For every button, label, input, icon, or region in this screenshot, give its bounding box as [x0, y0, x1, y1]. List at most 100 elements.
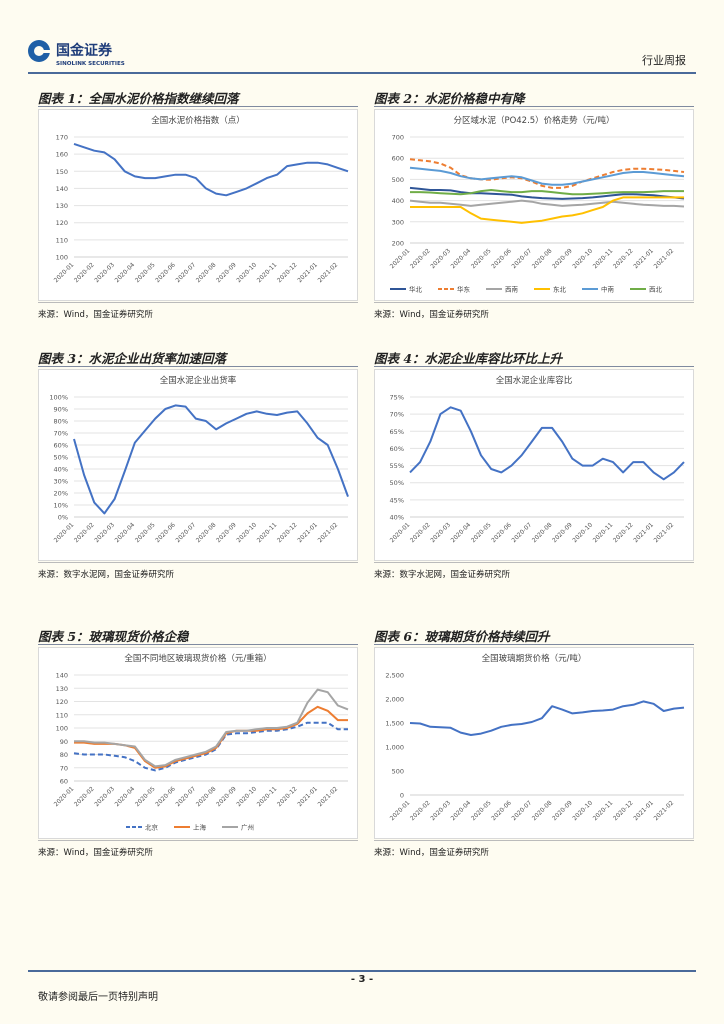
y-tick-label: 20% [54, 490, 68, 498]
caption-rule [374, 366, 694, 367]
y-tick-label: 60% [390, 445, 404, 453]
y-tick-label: 90 [60, 738, 68, 746]
logo-name: 国金证券 [56, 42, 113, 59]
y-tick-label: 70% [54, 430, 68, 438]
chart: 全国水泥价格指数（点）1001101201301401501601702020-… [38, 109, 358, 301]
caption-rule [38, 644, 358, 645]
figure-source: 来源：Wind，国金证券研究所 [38, 310, 153, 320]
caption-rule [374, 106, 694, 107]
y-tick-label: 30% [54, 478, 68, 486]
figure-caption: 图表 1：全国水泥价格指数继续回落 [38, 91, 239, 106]
caption-rule [38, 106, 358, 107]
legend-label: 上海 [193, 823, 207, 832]
line [409, 158, 685, 189]
footer-rule [28, 970, 696, 972]
y-tick-label: 300 [392, 218, 404, 226]
figure-caption: 图表 6：玻璃期货价格持续回升 [374, 629, 550, 644]
chart-frame [38, 369, 358, 561]
y-tick-label: 55% [390, 462, 404, 470]
y-tick-label: 75% [390, 394, 404, 402]
y-tick-label: 600 [392, 155, 404, 163]
header-rule [28, 72, 696, 74]
chart-frame [374, 647, 694, 839]
y-tick-label: 60% [54, 442, 68, 450]
y-tick-label: 160 [56, 151, 68, 159]
y-tick-label: 80% [54, 418, 68, 426]
figure-caption: 图表 4：水泥企业库容比环比上升 [374, 351, 563, 366]
chart-title: 全国不同地区玻璃现货价格（元/重箱） [124, 653, 271, 664]
y-tick-label: 130 [56, 202, 68, 210]
source-rule [374, 302, 694, 303]
line [73, 142, 349, 197]
line [409, 186, 685, 200]
y-tick-label: 150 [56, 168, 68, 176]
legend-label: 北京 [145, 823, 159, 832]
logo: 国金证券 SINOLINK SECURITIES [28, 40, 125, 67]
chart-title: 全国水泥企业库容比 [496, 375, 573, 386]
chart-title: 分区域水泥（PO42.5）价格走势（元/吨） [453, 115, 614, 126]
caption-rule [374, 644, 694, 645]
y-tick-label: 1,000 [385, 744, 404, 752]
y-tick-label: 60 [60, 778, 68, 786]
y-tick-label: 70 [60, 764, 68, 772]
chart-title: 全国水泥企业出货率 [160, 375, 237, 386]
y-tick-label: 10% [54, 502, 68, 510]
y-tick-label: 110 [56, 711, 68, 719]
figure-source: 来源：Wind，国金证券研究所 [374, 848, 489, 858]
y-tick-label: 100 [56, 725, 68, 733]
y-tick-label: 70% [390, 411, 404, 419]
y-tick-label: 65% [390, 428, 404, 436]
chart: 全国玻璃期货价格（元/吨）05001,0001,5002,0002,500202… [374, 647, 694, 839]
chart-frame [38, 109, 358, 301]
chart: 全国水泥企业库容比40%45%50%55%60%65%70%75%2020-01… [374, 369, 694, 561]
y-tick-label: 170 [56, 134, 68, 142]
legend-label: 中南 [601, 285, 615, 294]
line [409, 166, 685, 186]
report-type: 行业周报 [642, 54, 686, 67]
y-tick-label: 140 [56, 185, 68, 193]
y-tick-label: 1,500 [385, 720, 404, 728]
figure-source: 来源：Wind，国金证券研究所 [374, 310, 489, 320]
legend-label: 广州 [241, 823, 254, 832]
y-tick-label: 200 [392, 240, 404, 248]
chart: 全国水泥企业出货率 0% 10% 20% 30% 40% 50% 60% 70% 80% 90% 10… [38, 369, 358, 561]
y-tick-label: 500 [392, 768, 404, 776]
y-tick-label: 0 [400, 792, 404, 800]
line [409, 406, 685, 481]
y-tick-label: 100 [56, 254, 68, 262]
y-tick-label: 400 [392, 197, 404, 205]
figure-caption: 图表 5：玻璃现货价格企稳 [38, 629, 189, 644]
figure-caption: 图表 3：水泥企业出货率加速回落 [38, 351, 227, 366]
figure-source: 来源：Wind，国金证券研究所 [38, 848, 153, 858]
line [73, 721, 348, 772]
source-rule [38, 302, 358, 303]
figure-source: 来源：数字水泥网，国金证券研究所 [374, 570, 511, 580]
line [410, 189, 684, 196]
caption-rule [38, 366, 358, 367]
line [409, 700, 685, 736]
page-number: - 3 - [350, 974, 374, 985]
line [73, 404, 349, 515]
source-rule [374, 840, 694, 841]
y-tick-label: 2,500 [385, 672, 404, 680]
y-tick-label: 0% [58, 514, 68, 522]
y-tick-label: 45% [390, 496, 404, 504]
figure-caption: 图表 2：水泥价格稳中有降 [374, 91, 525, 106]
logo-subtitle: SINOLINK SECURITIES [56, 61, 125, 67]
y-tick-label: 140 [56, 672, 68, 680]
legend-label: 西南 [505, 285, 519, 294]
line [410, 196, 684, 224]
y-tick-label: 50% [390, 479, 404, 487]
chart-title: 全国玻璃期货价格（元/吨） [482, 653, 587, 664]
y-tick-label: 90% [54, 406, 68, 414]
source-rule [374, 562, 694, 563]
y-tick-label: 120 [56, 219, 68, 227]
y-tick-label: 120 [56, 698, 68, 706]
source-rule [38, 840, 358, 841]
y-tick-label: 500 [392, 176, 404, 184]
disclaimer: 敬请参阅最后一页特别声明 [38, 992, 158, 1003]
legend-label: 东北 [553, 285, 567, 294]
source-rule [38, 562, 358, 563]
legend-label: 西北 [649, 286, 663, 294]
